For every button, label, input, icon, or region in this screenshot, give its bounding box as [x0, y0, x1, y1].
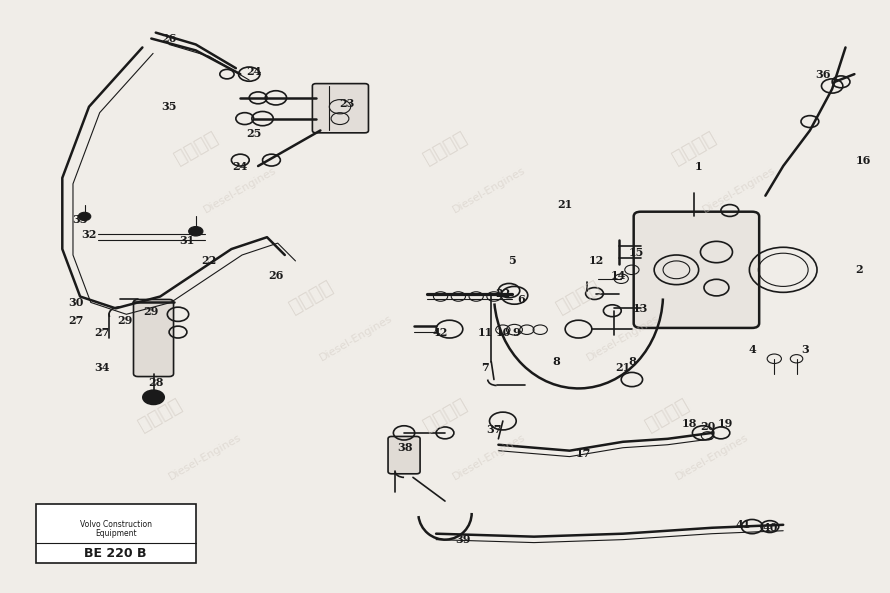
Text: 25: 25	[246, 128, 262, 139]
Text: 2: 2	[855, 264, 862, 275]
Text: Diesel-Engines: Diesel-Engines	[202, 165, 279, 215]
Text: 3: 3	[802, 345, 809, 355]
Text: 17: 17	[575, 448, 591, 459]
FancyBboxPatch shape	[388, 436, 420, 474]
Text: 8: 8	[628, 356, 635, 367]
Text: Volvo Construction: Volvo Construction	[80, 520, 151, 530]
Text: 40: 40	[762, 522, 778, 533]
Text: Equipment: Equipment	[95, 529, 136, 538]
Text: 9: 9	[513, 327, 520, 337]
Text: 5: 5	[508, 256, 515, 266]
FancyBboxPatch shape	[312, 84, 368, 133]
Text: 26: 26	[268, 270, 284, 281]
Text: 18: 18	[682, 419, 698, 429]
Text: 24: 24	[232, 161, 248, 171]
Text: 30: 30	[68, 297, 84, 308]
Text: 26: 26	[161, 33, 177, 44]
Text: 柴发动力: 柴发动力	[135, 395, 185, 435]
Text: 35: 35	[161, 101, 177, 112]
Text: 23: 23	[339, 98, 355, 109]
Text: 柴发动力: 柴发动力	[669, 128, 719, 168]
Text: 28: 28	[148, 377, 164, 388]
Text: Diesel-Engines: Diesel-Engines	[700, 165, 777, 215]
Circle shape	[189, 227, 203, 236]
Text: 41: 41	[735, 519, 751, 530]
Text: 柴发动力: 柴发动力	[554, 276, 603, 317]
Text: Diesel-Engines: Diesel-Engines	[451, 432, 528, 482]
Text: 柴发动力: 柴发动力	[171, 128, 221, 168]
Text: 14: 14	[611, 270, 627, 281]
Text: 10: 10	[495, 327, 511, 337]
Text: 29: 29	[117, 315, 133, 326]
Text: 12: 12	[588, 256, 604, 266]
Text: 27: 27	[68, 315, 84, 326]
Text: 22: 22	[495, 288, 511, 299]
Text: 7: 7	[481, 362, 489, 373]
Text: 20: 20	[700, 422, 716, 432]
Circle shape	[142, 390, 164, 404]
Text: 29: 29	[143, 306, 159, 317]
Text: 21: 21	[615, 362, 631, 373]
FancyBboxPatch shape	[134, 299, 174, 377]
Text: 13: 13	[633, 303, 649, 314]
Text: 38: 38	[397, 442, 413, 453]
Text: 37: 37	[486, 425, 502, 435]
Text: 33: 33	[72, 214, 88, 225]
Text: 16: 16	[855, 155, 871, 165]
Text: 22: 22	[201, 256, 217, 266]
Text: 27: 27	[94, 327, 110, 337]
Text: 19: 19	[717, 419, 733, 429]
Text: 8: 8	[553, 356, 560, 367]
Text: 34: 34	[94, 362, 110, 373]
Text: 42: 42	[433, 327, 449, 337]
Text: 21: 21	[557, 199, 573, 210]
Text: Diesel-Engines: Diesel-Engines	[585, 313, 661, 363]
Circle shape	[78, 212, 91, 221]
Text: 柴发动力: 柴发动力	[420, 128, 470, 168]
Text: 4: 4	[748, 345, 756, 355]
FancyBboxPatch shape	[634, 212, 759, 328]
Text: 15: 15	[628, 247, 644, 257]
Text: Diesel-Engines: Diesel-Engines	[166, 432, 243, 482]
Text: 11: 11	[477, 327, 493, 337]
Text: 柴发动力: 柴发动力	[287, 276, 336, 317]
Text: 31: 31	[179, 235, 195, 246]
Text: 39: 39	[455, 534, 471, 545]
Text: 1: 1	[695, 161, 702, 171]
Text: Diesel-Engines: Diesel-Engines	[674, 432, 750, 482]
Text: Diesel-Engines: Diesel-Engines	[451, 165, 528, 215]
Text: 36: 36	[815, 69, 831, 79]
Text: 32: 32	[81, 229, 97, 240]
FancyBboxPatch shape	[36, 504, 196, 563]
Text: 柴发动力: 柴发动力	[420, 395, 470, 435]
Text: BE 220 B: BE 220 B	[85, 547, 147, 560]
Text: Diesel-Engines: Diesel-Engines	[318, 313, 394, 363]
Text: 6: 6	[517, 294, 524, 305]
Text: 24: 24	[246, 66, 262, 76]
Text: 柴发动力: 柴发动力	[643, 395, 692, 435]
